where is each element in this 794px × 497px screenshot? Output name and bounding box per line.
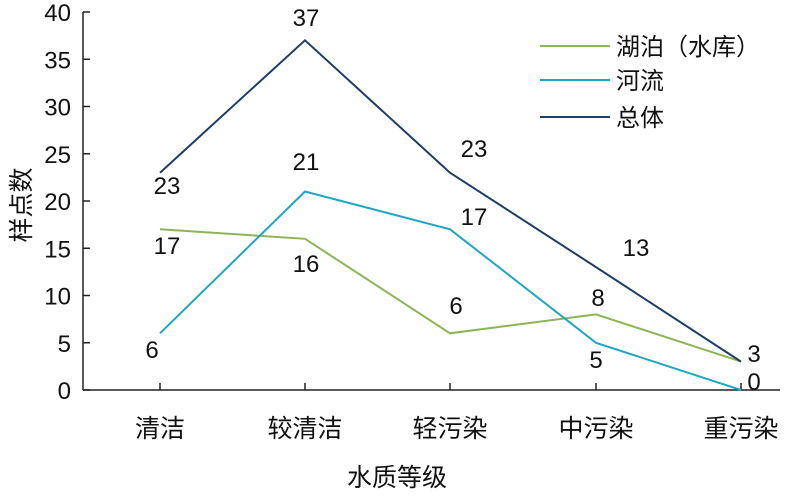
x-tick-label: 较清洁 [267, 414, 342, 443]
data-label: 37 [293, 5, 320, 32]
y-tick-label: 25 [44, 142, 71, 169]
y-axis-title: 样点数 [7, 167, 36, 242]
series-line-0 [159, 228, 742, 363]
y-tick-label: 10 [44, 284, 71, 311]
y-tick-label: 40 [44, 0, 71, 27]
y-tick-label: 35 [44, 47, 71, 74]
y-tick-label: 30 [44, 95, 71, 122]
data-label: 17 [154, 233, 181, 260]
x-tick-label: 清洁 [135, 414, 185, 443]
legend-label: 河流 [616, 67, 664, 95]
x-tick-label: 重污染 [703, 414, 778, 443]
y-tick-label: 20 [44, 189, 71, 216]
data-label: 21 [293, 149, 320, 176]
data-label: 16 [293, 251, 320, 278]
x-axis-title: 水质等级 [347, 463, 447, 492]
data-label: 17 [461, 204, 488, 231]
data-label: 5 [589, 347, 602, 374]
legend-label: 总体 [616, 104, 664, 132]
y-tick-label: 5 [58, 331, 71, 358]
data-label: 13 [623, 235, 650, 262]
data-label: 23 [461, 136, 488, 163]
data-label: 23 [154, 173, 181, 200]
x-tick-label: 轻污染 [412, 414, 487, 443]
y-tick-label: 0 [58, 378, 71, 405]
data-label: 6 [449, 293, 462, 320]
data-label: 0 [747, 369, 760, 396]
series-line-1 [159, 190, 742, 391]
data-label: 3 [747, 341, 760, 368]
x-tick-label: 中污染 [558, 414, 633, 443]
y-tick-label: 15 [44, 236, 71, 263]
legend-label: 湖泊（水库） [616, 33, 760, 61]
data-label: 6 [145, 337, 158, 364]
series-line-2 [159, 38, 742, 363]
data-label: 8 [591, 285, 604, 312]
